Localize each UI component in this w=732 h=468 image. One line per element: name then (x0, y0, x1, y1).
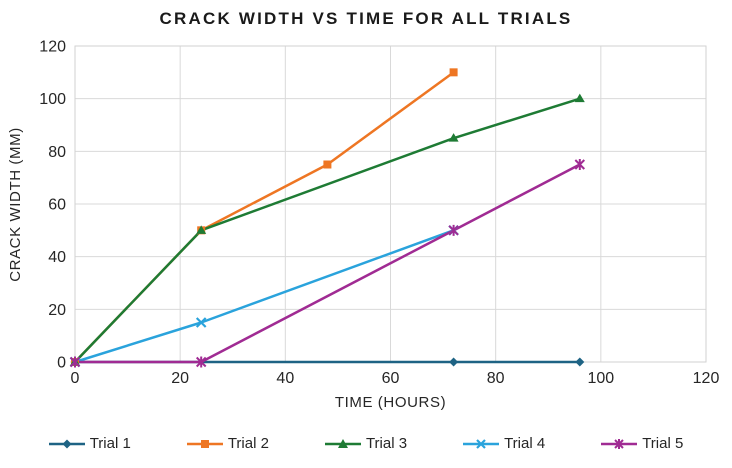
series-line-trial-5 (75, 163, 581, 364)
legend-swatch-asterisk-icon (601, 438, 638, 449)
marker-square (200, 439, 209, 448)
y-tick-label: 100 (39, 91, 66, 108)
marker-asterisk (574, 159, 586, 170)
x-tick-label: 120 (693, 370, 720, 387)
legend-label: Trial 1 (89, 435, 131, 452)
legend-swatch-x-icon (463, 438, 500, 449)
y-tick-label: 40 (48, 249, 66, 266)
legend-label: Trial 4 (504, 435, 546, 452)
y-axis-label-wrap: CRACK WIDTH (MM) (2, 46, 28, 362)
marker-square (449, 68, 458, 77)
y-tick-label: 60 (48, 197, 66, 214)
series-line-trial-3 (74, 97, 581, 363)
legend-label: Trial 3 (365, 435, 408, 452)
legend-swatch-square-icon (186, 439, 223, 448)
x-tick-label: 80 (487, 370, 505, 387)
x-axis-label: TIME (HOURS) (334, 394, 447, 411)
y-axis-label: CRACK WIDTH (MM) (6, 126, 24, 282)
x-tick-label: 40 (276, 370, 294, 387)
x-tick-label: 100 (587, 370, 614, 387)
marker-triangle (196, 225, 207, 234)
chart-title: CRACK WIDTH VS TIME FOR ALL TRIALS (159, 9, 573, 28)
series-line-trial-4 (74, 229, 455, 364)
marker-diamond (449, 357, 459, 367)
marker-asterisk (448, 224, 459, 236)
marker-x (195, 317, 207, 328)
legend-item-trial-2: Trial 2 (186, 435, 269, 452)
x-tick-label: 20 (171, 370, 189, 387)
marker-triangle (337, 438, 348, 448)
legend-label: Trial 5 (642, 435, 684, 452)
marker-triangle (574, 93, 585, 103)
y-tick-label: 80 (48, 144, 66, 161)
legend-item-trial-3: Trial 3 (324, 435, 408, 452)
y-tick-label: 0 (57, 355, 66, 372)
legend-item-trial-4: Trial 4 (463, 435, 545, 452)
marker-asterisk (69, 356, 81, 368)
marker-diamond (575, 357, 585, 367)
marker-triangle (448, 133, 459, 142)
marker-square (323, 160, 332, 169)
marker-x (476, 438, 486, 449)
x-tick-label: 60 (382, 370, 400, 387)
y-tick-label: 120 (39, 39, 66, 56)
legend-label: Trial 2 (227, 435, 269, 452)
series-line-trial-2 (74, 71, 455, 363)
marker-asterisk (614, 438, 624, 449)
legend-swatch-diamond-icon (48, 439, 85, 448)
marker-asterisk (195, 356, 207, 368)
legend-item-trial-1: Trial 1 (48, 435, 131, 452)
legend-item-trial-5: Trial 5 (601, 435, 683, 452)
legend-swatch-triangle-icon (324, 438, 361, 448)
marker-diamond (62, 439, 72, 448)
y-tick-label: 20 (48, 302, 66, 319)
x-tick-label: 0 (71, 370, 80, 387)
chart-legend: Trial 1 Trial 2 Trial 3 Trial 4 Trial 5 (0, 435, 732, 452)
